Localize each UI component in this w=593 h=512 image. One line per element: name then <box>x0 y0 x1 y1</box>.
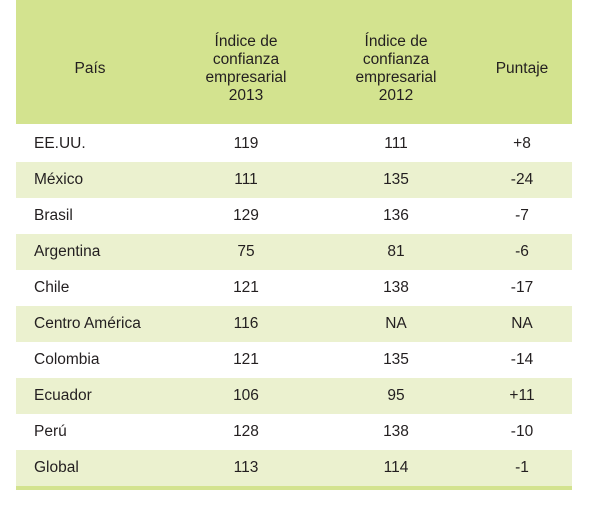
table-row: México 111 135 -24 <box>16 162 572 198</box>
cell-score: -17 <box>510 279 534 296</box>
table-row: Colombia 121 135 -14 <box>16 342 572 378</box>
cell-index-2013: 113 <box>233 459 259 476</box>
table-row: Brasil 129 136 -7 <box>16 198 572 234</box>
table-bottom-rule <box>16 486 572 490</box>
header-indice-2013: Índice de confianza empresarial 2013 <box>184 14 308 124</box>
cell-index-2013: 128 <box>233 423 259 440</box>
table-header-row: País Índice de confianza empresarial 201… <box>16 14 572 124</box>
header-indice-2012-line: empresarial <box>355 69 437 86</box>
cell-country: Ecuador <box>34 387 92 404</box>
cell-index-2012: 135 <box>383 351 409 368</box>
header-indice-2013-line: Índice de <box>214 33 278 50</box>
cell-index-2013: 111 <box>234 171 258 188</box>
cell-score: -10 <box>510 423 534 440</box>
table-row: Perú 128 138 -10 <box>16 414 572 450</box>
cell-index-2013: 129 <box>233 207 259 224</box>
header-indice-2012-line: Índice de <box>364 33 428 50</box>
cell-country: Colombia <box>34 351 100 368</box>
cell-index-2012: 81 <box>387 243 405 260</box>
cell-index-2013: 121 <box>233 279 259 296</box>
table-row: Centro América 116 NA NA <box>16 306 572 342</box>
cell-index-2012: 135 <box>383 171 409 188</box>
cell-index-2013: 106 <box>233 387 259 404</box>
cell-index-2013: 121 <box>233 351 259 368</box>
cell-country: EE.UU. <box>34 135 86 152</box>
business-confidence-table: País Índice de confianza empresarial 201… <box>16 0 572 490</box>
header-pais-line: País <box>74 60 106 77</box>
cell-index-2012: 138 <box>383 279 409 296</box>
cell-score: -7 <box>515 207 529 224</box>
cell-index-2012: 136 <box>383 207 409 224</box>
cell-country: Chile <box>34 279 70 296</box>
cell-score: -6 <box>515 243 529 260</box>
table-row: Ecuador 106 95 +11 <box>16 378 572 414</box>
cell-country: Perú <box>34 423 67 440</box>
cell-country: México <box>34 171 84 188</box>
table-top-band <box>16 0 572 14</box>
header-puntaje: Puntaje <box>472 14 572 124</box>
header-indice-2012-line: confianza <box>362 51 430 68</box>
header-indice-2013-line: 2013 <box>228 87 264 104</box>
cell-index-2012: 114 <box>383 459 409 476</box>
table-row: Chile 121 138 -17 <box>16 270 572 306</box>
cell-index-2012: 138 <box>383 423 409 440</box>
cell-index-2013: 116 <box>233 315 259 332</box>
cell-score: -24 <box>510 171 534 188</box>
header-pais: País <box>16 14 164 124</box>
cell-index-2013: 119 <box>233 135 259 152</box>
cell-country: Centro América <box>34 315 141 332</box>
cell-index-2013: 75 <box>237 243 255 260</box>
header-puntaje-line: Puntaje <box>495 60 549 77</box>
cell-index-2012: 95 <box>387 387 405 404</box>
table-row: Global 113 114 -1 <box>16 450 572 486</box>
table-row: Argentina 75 81 -6 <box>16 234 572 270</box>
cell-score: NA <box>511 315 533 332</box>
cell-index-2012: NA <box>385 315 407 332</box>
header-indice-2013-line: empresarial <box>205 69 287 86</box>
cell-country: Brasil <box>34 207 73 224</box>
cell-score: -1 <box>515 459 529 476</box>
cell-score: +8 <box>513 135 531 152</box>
cell-score: -14 <box>510 351 534 368</box>
header-indice-2012: Índice de confianza empresarial 2012 <box>334 14 458 124</box>
header-indice-2012-line: 2012 <box>378 87 414 104</box>
cell-index-2012: 111 <box>384 135 408 152</box>
header-indice-2013-line: confianza <box>212 51 280 68</box>
cell-country: Argentina <box>34 243 101 260</box>
cell-country: Global <box>34 459 79 476</box>
table-row: EE.UU. 119 111 +8 <box>16 126 572 162</box>
cell-score: +11 <box>509 387 535 404</box>
